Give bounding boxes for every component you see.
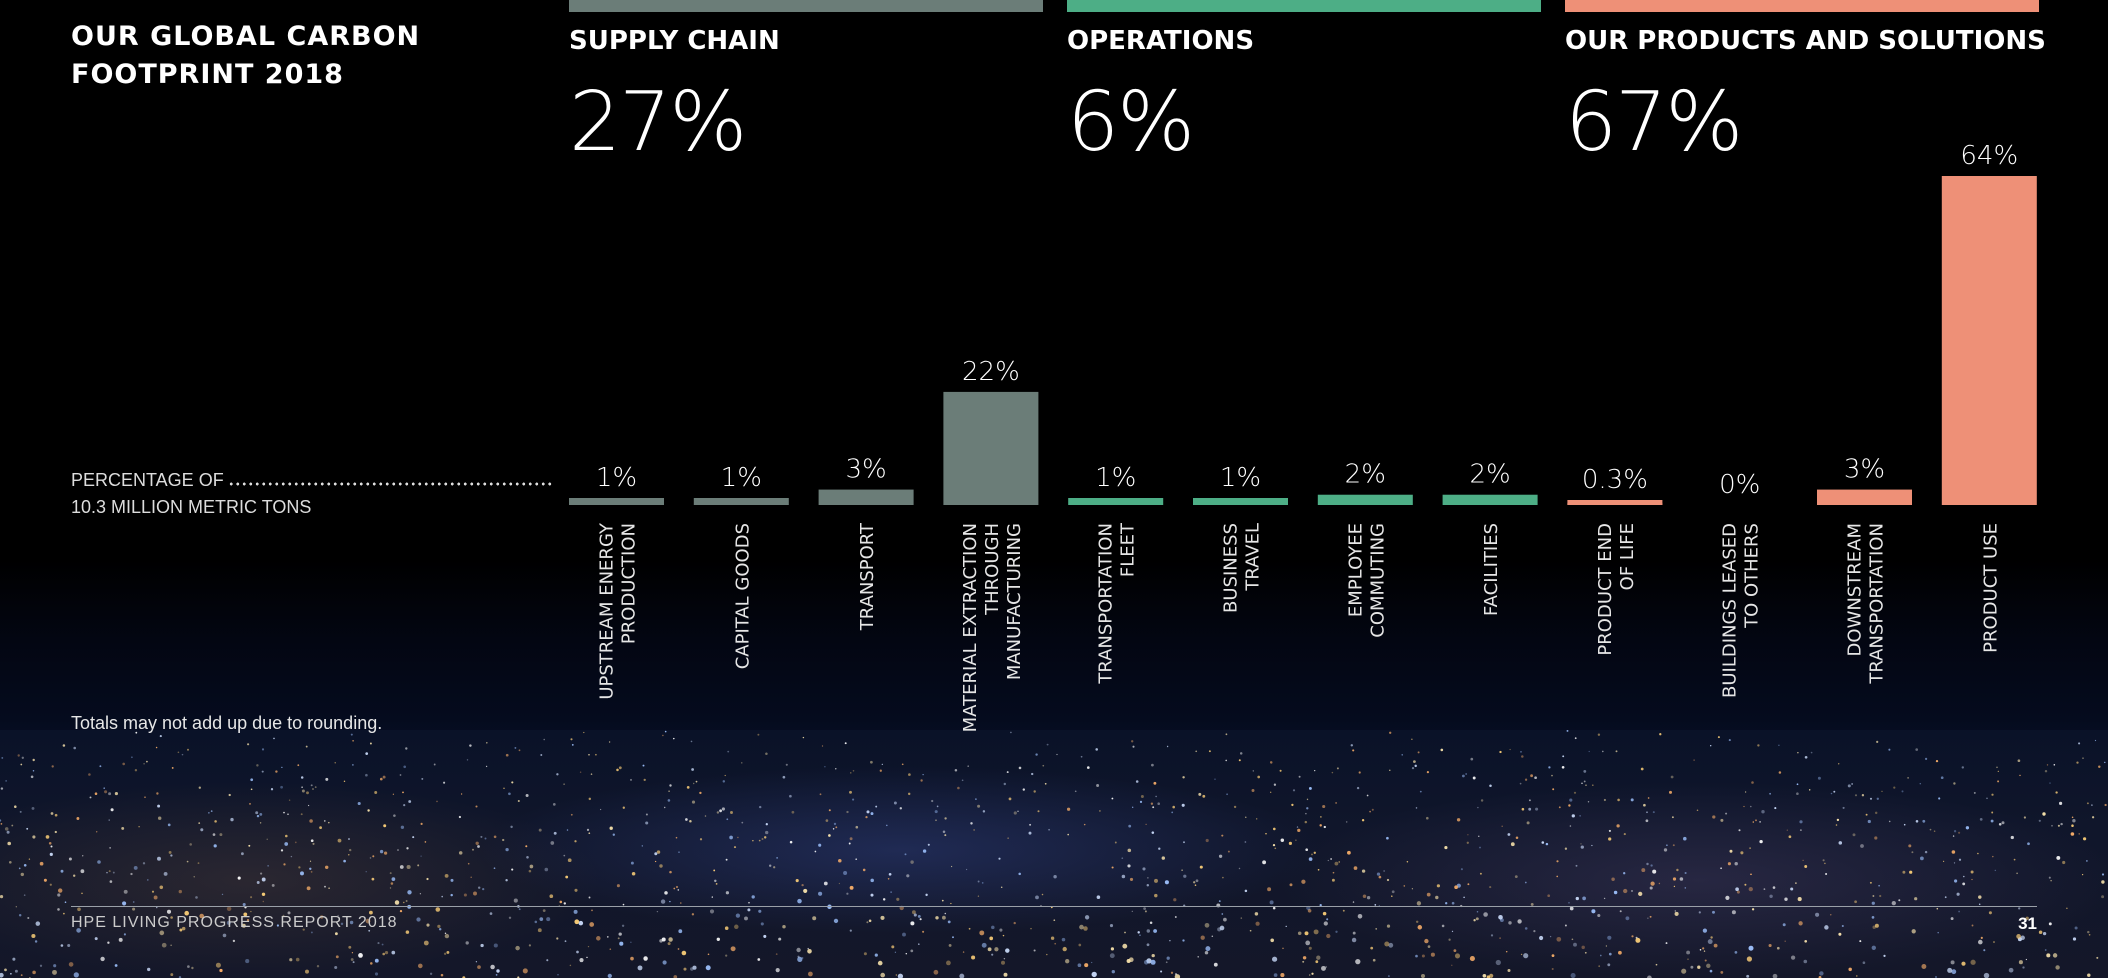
bar-category-label: MATERIAL EXTRACTION THROUGH MANUFACTURING (960, 523, 1025, 732)
category-label-line: TRANSPORTATION (1867, 523, 1888, 685)
page-number: 31 (2018, 914, 2037, 933)
footer-report-name: HPE LIVING PROGRESS REPORT 2018 (71, 914, 398, 931)
bar-value-label: 3% (845, 455, 886, 485)
dotted-leader-line (228, 482, 554, 486)
category-label-line: OF LIFE (1617, 523, 1638, 590)
bar-downstream-transportation (1817, 489, 1912, 505)
bar-value-label: 1% (1220, 463, 1261, 493)
category-label-line: MATERIAL EXTRACTION (960, 523, 981, 732)
category-label-line: PRODUCTION (619, 523, 640, 644)
category-label-line: FLEET (1118, 522, 1139, 577)
bar-category-label: BUSINESS TRAVEL (1221, 523, 1264, 613)
bar-value-label: 1% (721, 463, 762, 493)
category-label-line: PRODUCT USE (1980, 523, 2001, 653)
bar-value-label: 0.3% (1582, 465, 1648, 495)
operations-color-bar (1067, 0, 1541, 12)
products-total: 67% (1565, 75, 1743, 170)
bar-category-label: UPSTREAM ENERGY PRODUCTION (597, 522, 640, 700)
products-title: OUR PRODUCTS AND SOLUTIONS (1565, 26, 2046, 56)
supply-chain-title: SUPPLY CHAIN (569, 26, 780, 56)
bar-value-label: 3% (1844, 455, 1885, 485)
bar-product-end-of-life (1567, 500, 1663, 505)
bar-capital-goods (693, 498, 789, 505)
bar-category-label: FACILITIES (1481, 523, 1502, 616)
category-label-line: EMPLOYEE (1345, 523, 1366, 617)
bar-upstream-energy-production (569, 498, 664, 505)
bar-value-label: 1% (1095, 463, 1136, 493)
category-label-line: MANUFACTURING (1004, 523, 1025, 680)
bar-business-travel (1193, 498, 1288, 505)
bar-value-label: 0% (1719, 470, 1760, 500)
category-label-line: TRANSPORT (857, 522, 878, 631)
y-axis-note-line1: PERCENTAGE OF (71, 470, 224, 490)
bar-category-label: EMPLOYEE COMMUTING (1345, 523, 1388, 638)
category-label-line: TRANSPORTATION (1096, 523, 1117, 685)
bar-baseline-mark (1567, 503, 1663, 505)
category-label-line: BUILDINGS LEASED (1720, 523, 1741, 698)
bar-category-label: TRANSPORTATION FLEET (1096, 522, 1139, 685)
category-label-line: UPSTREAM ENERGY (597, 522, 618, 700)
category-label-line: THROUGH (982, 523, 1003, 616)
operations-title: OPERATIONS (1067, 26, 1255, 56)
footer-divider (71, 906, 2037, 907)
bar-transportation-fleet (1068, 498, 1164, 505)
bar-value-label: 1% (596, 463, 637, 493)
rounding-footnote: Totals may not add up due to rounding. (71, 713, 383, 733)
bar-value-label: 2% (1469, 460, 1510, 490)
bar-category-label: TRANSPORT (857, 522, 878, 631)
bar-category-label: PRODUCT USE (1980, 523, 2001, 653)
category-label-line: TRAVEL (1243, 523, 1264, 592)
products-color-bar (1565, 0, 2039, 12)
bar-value-label: 64% (1960, 141, 2018, 171)
operations-total: 6% (1067, 75, 1195, 170)
bar-category-label: PRODUCT END OF LIFE (1595, 523, 1638, 656)
bar-category-label: CAPITAL GOODS (732, 523, 753, 669)
category-label-line: COMMUTING (1367, 523, 1388, 638)
bar-value-label: 22% (962, 357, 1020, 387)
bar-product-use (1941, 176, 2037, 505)
category-label-line: FACILITIES (1481, 523, 1502, 616)
page-title: OUR GLOBAL CARBON FOOTPRINT 2018 (71, 21, 421, 90)
y-axis-note-line2: 10.3 MILLION METRIC TONS (71, 497, 312, 517)
supply-chain-color-bar (569, 0, 1043, 12)
y-axis-note: PERCENTAGE OF 10.3 MILLION METRIC TONS (71, 467, 571, 521)
category-label-line: CAPITAL GOODS (732, 523, 753, 669)
bar-employee-commuting (1317, 494, 1413, 505)
bar-category-label: DOWNSTREAM TRANSPORTATION (1845, 523, 1888, 685)
category-label-line: BUSINESS (1221, 523, 1242, 613)
bar-material-extraction-through-manufacturing (943, 391, 1039, 505)
bar-facilities (1442, 494, 1538, 505)
supply-chain-total: 27% (569, 75, 747, 170)
category-label-line: PRODUCT END (1595, 523, 1616, 656)
bar-value-label: 2% (1345, 460, 1386, 490)
category-label-line: TO OTHERS (1742, 523, 1763, 629)
bar-category-label: BUILDINGS LEASED TO OTHERS (1720, 523, 1763, 698)
category-label-line: DOWNSTREAM (1845, 523, 1866, 656)
bar-transport (818, 489, 914, 505)
city-lights-photo (0, 730, 2108, 978)
